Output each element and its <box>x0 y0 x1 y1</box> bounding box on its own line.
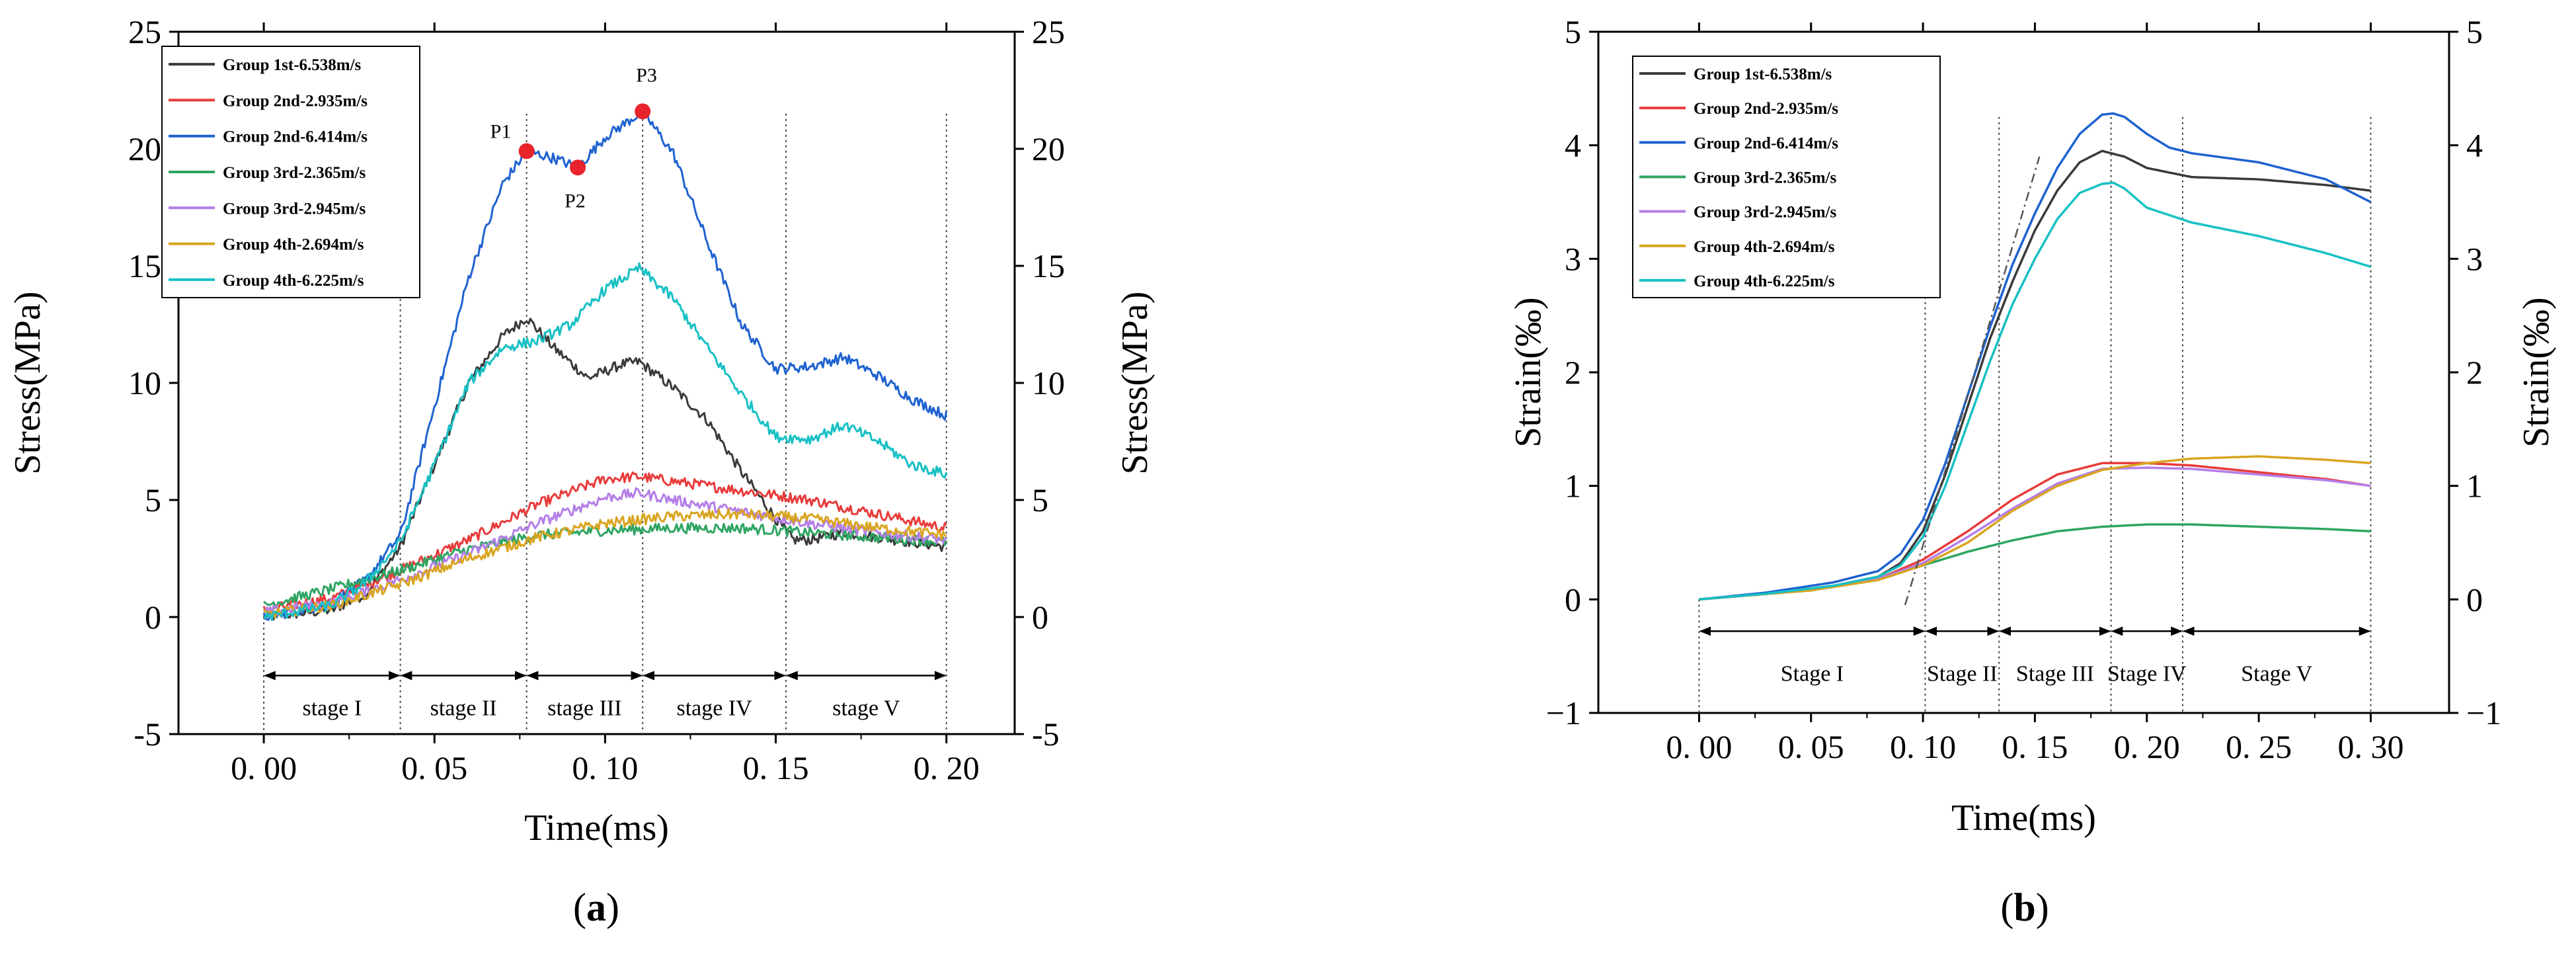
stage-label: stage II <box>430 696 497 721</box>
y-tick-label: 2 <box>1565 354 1581 391</box>
y-tick-label-right: 0 <box>1032 599 1048 636</box>
y-tick-label: 5 <box>1565 13 1581 50</box>
y-axis-label: Strain(‰) <box>1508 297 1549 447</box>
peak-label: P1 <box>490 121 512 143</box>
legend-label: Group 2nd-6.414m/s <box>1694 134 1838 152</box>
x-tick-label: 0. 30 <box>2337 728 2403 765</box>
series-line <box>262 471 947 614</box>
x-tick-label: 0. 20 <box>2114 728 2180 765</box>
y-tick-label-right: 25 <box>1032 13 1065 50</box>
legend-label: Group 3rd-2.365m/s <box>1694 169 1836 187</box>
x-tick-label: 0. 00 <box>231 749 297 786</box>
y-tick-label-right: −1 <box>2466 694 2501 731</box>
legend: Group 1st-6.538m/s Group 2nd-2.935m/s Grou… <box>1632 56 1941 298</box>
series-line <box>262 106 948 621</box>
y-tick-label-right: 1 <box>2466 468 2483 505</box>
legend-label: Group 3rd-2.365m/s <box>223 164 366 182</box>
x-tick-label: 0. 05 <box>401 749 467 786</box>
x-tick-label: 0. 05 <box>1778 728 1844 765</box>
series-line <box>1699 181 2372 601</box>
y-tick-label: 4 <box>1565 127 1581 164</box>
y-tick-label: 5 <box>145 481 161 518</box>
x-tick-label: 0. 15 <box>2002 728 2068 765</box>
stage-label: stage IV <box>677 696 753 721</box>
legend-label: Group 2nd-2.935m/s <box>1694 100 1838 118</box>
y-tick-label-right: 20 <box>1032 130 1065 167</box>
x-axis-label: Time(ms) <box>524 808 669 849</box>
y-tick-label: 10 <box>128 364 161 401</box>
legend-label: Group 4th-2.694m/s <box>1694 238 1835 256</box>
x-tick-label: 0. 15 <box>743 749 809 786</box>
legend-label: Group 4th-6.225m/s <box>223 272 364 290</box>
stage-label: stage V <box>832 696 900 721</box>
series-line <box>1699 455 2371 601</box>
series-line <box>1699 112 2372 601</box>
y-tick-label-right: 5 <box>2466 13 2483 50</box>
y-tick-label-right: -5 <box>1032 716 1060 753</box>
stage-label: stage I <box>303 696 362 721</box>
stage-label: Stage V <box>2241 661 2312 686</box>
y-tick-label-right: 10 <box>1032 364 1065 401</box>
y-tick-label-right: 3 <box>2466 240 2483 277</box>
legend-label: Group 2nd-6.414m/s <box>223 128 368 146</box>
legend-label: Group 1st-6.538m/s <box>223 56 362 74</box>
legend-label: Group 4th-2.694m/s <box>223 236 364 254</box>
y-tick-label-right: 15 <box>1032 247 1065 284</box>
series-group <box>1699 112 2372 601</box>
series-line <box>263 522 948 609</box>
panel-caption: (a) <box>573 886 619 929</box>
x-tick-label: 0. 25 <box>2226 728 2292 765</box>
stage-label: Stage III <box>2016 661 2094 686</box>
legend-label: Group 2nd-2.935m/s <box>223 92 368 110</box>
y-tick-label: 0 <box>1565 581 1581 618</box>
series-group <box>262 106 948 621</box>
chart-b: 0. 00 0. 05 0. 10 0. 15 0. 20 0. 25 0. 30 −1 −1 0… <box>1508 13 2557 929</box>
x-axis-label: Time(ms) <box>1951 798 2096 839</box>
y-axis-label: Stress(MPa) <box>7 292 48 475</box>
y-tick-label: −1 <box>1546 694 1581 731</box>
y-tick-label-right: 4 <box>2466 127 2483 164</box>
y-tick-label: -5 <box>134 716 161 753</box>
x-tick-label: 0. 10 <box>1890 728 1956 765</box>
y-tick-label: 0 <box>145 599 161 636</box>
y-tick-label-right: 2 <box>2466 354 2483 391</box>
chart-a: 0. 00 0. 05 0. 10 0. 15 0. 20 -5 -5 0 0 5 5 10 10 15 1… <box>7 13 1155 929</box>
peak-marker <box>570 159 586 176</box>
peak-label: P2 <box>565 190 586 212</box>
x-tick-label: 0. 10 <box>572 749 638 786</box>
series-line <box>262 317 947 621</box>
stage-label: Stage IV <box>2107 661 2187 686</box>
legend: Group 1st-6.538m/s Group 2nd-2.935m/s Grou… <box>161 46 420 298</box>
panel-caption: (b) <box>2000 886 2049 929</box>
legend-label: Group 1st-6.538m/s <box>1694 65 1832 83</box>
peak-label: P3 <box>636 64 657 86</box>
stage-label: stage III <box>547 696 621 721</box>
y-axis-label-right: Stress(MPa) <box>1114 292 1155 475</box>
y-axis-label-right: Strain(‰) <box>2516 297 2557 447</box>
peak-marker <box>518 143 535 159</box>
y-tick-label: 1 <box>1565 468 1581 505</box>
y-tick-label-right: 0 <box>2466 581 2483 618</box>
x-tick-label: 0. 20 <box>914 749 980 786</box>
series-line <box>263 262 948 621</box>
stage-label: Stage I <box>1781 661 1844 686</box>
y-tick-label-right: 5 <box>1032 481 1048 518</box>
series-line <box>262 508 947 619</box>
x-tick-label: 0. 00 <box>1666 728 1732 765</box>
tangent-line <box>1904 156 2041 606</box>
stage-label: Stage II <box>1927 661 1998 686</box>
legend-label: Group 3rd-2.945m/s <box>223 200 366 218</box>
legend-label: Group 3rd-2.945m/s <box>1694 204 1836 222</box>
y-tick-label: 3 <box>1565 240 1581 277</box>
y-tick-label: 25 <box>128 13 161 50</box>
peak-marker <box>635 103 651 120</box>
y-tick-label: 15 <box>128 247 161 284</box>
series-line <box>1699 462 2371 601</box>
legend-label: Group 4th-6.225m/s <box>1694 272 1835 290</box>
y-tick-label: 20 <box>128 130 161 167</box>
